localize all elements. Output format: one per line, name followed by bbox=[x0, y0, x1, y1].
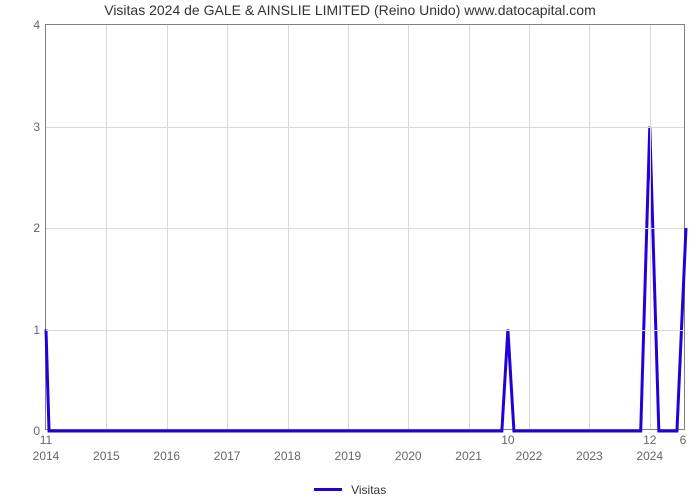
gridline-vertical bbox=[469, 25, 470, 429]
x-tick-label: 2016 bbox=[153, 449, 180, 463]
legend: Visitas bbox=[0, 482, 700, 497]
gridline-vertical bbox=[288, 25, 289, 429]
gridline-horizontal bbox=[46, 228, 684, 229]
data-annotation: 12 bbox=[643, 433, 656, 447]
x-tick-label: 2018 bbox=[274, 449, 301, 463]
x-tick-label: 2015 bbox=[93, 449, 120, 463]
x-tick-label: 2014 bbox=[33, 449, 60, 463]
gridline-vertical bbox=[106, 25, 107, 429]
legend-label: Visitas bbox=[351, 483, 386, 497]
chart-title: Visitas 2024 de GALE & AINSLIE LIMITED (… bbox=[0, 2, 700, 18]
y-tick-label: 3 bbox=[33, 120, 40, 134]
plot-area: 0123420142015201620172018201920202021202… bbox=[45, 24, 685, 430]
gridline-horizontal bbox=[46, 127, 684, 128]
gridline-vertical bbox=[348, 25, 349, 429]
gridline-vertical bbox=[650, 25, 651, 429]
x-tick-label: 2021 bbox=[455, 449, 482, 463]
data-annotation: 6 bbox=[680, 433, 687, 447]
visits-chart: Visitas 2024 de GALE & AINSLIE LIMITED (… bbox=[0, 0, 700, 500]
x-tick-label: 2024 bbox=[636, 449, 663, 463]
x-tick-label: 2022 bbox=[516, 449, 543, 463]
y-tick-label: 4 bbox=[33, 18, 40, 32]
gridline-vertical bbox=[227, 25, 228, 429]
y-tick-label: 2 bbox=[33, 221, 40, 235]
gridline-vertical bbox=[529, 25, 530, 429]
data-annotation: 10 bbox=[501, 433, 514, 447]
x-tick-label: 2017 bbox=[214, 449, 241, 463]
data-annotation: 11 bbox=[40, 433, 52, 447]
line-series bbox=[46, 25, 684, 429]
x-tick-label: 2023 bbox=[576, 449, 603, 463]
gridline-vertical bbox=[589, 25, 590, 429]
y-tick-label: 1 bbox=[33, 323, 40, 337]
gridline-horizontal bbox=[46, 330, 684, 331]
x-tick-label: 2020 bbox=[395, 449, 422, 463]
legend-swatch bbox=[314, 488, 342, 491]
gridline-vertical bbox=[408, 25, 409, 429]
gridline-vertical bbox=[167, 25, 168, 429]
x-tick-label: 2019 bbox=[335, 449, 362, 463]
